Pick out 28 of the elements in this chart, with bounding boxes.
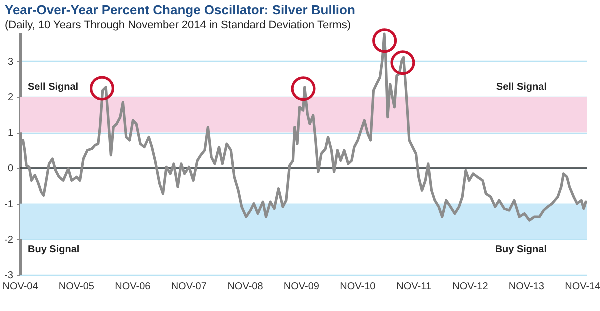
x-tick-label: NOV-13 — [508, 282, 545, 292]
y-tick-label: 1 — [8, 128, 14, 140]
x-tick-label: NOV-08 — [228, 282, 264, 292]
x-tick-label: NOV-06 — [115, 282, 152, 292]
text: Buy Signal — [495, 244, 547, 256]
point — [90, 76, 114, 101]
x-tick-label: NOV-09 — [284, 282, 320, 292]
y-tick-label: 2 — [8, 92, 14, 104]
point — [372, 28, 398, 54]
x-tick-label: NOV-12 — [452, 282, 489, 292]
chart-subtitle: (Daily, 10 Years Through November 2014 in Standard Deviation Terms) — [5, 20, 352, 32]
y-tick-label: -2 — [4, 234, 14, 246]
point — [291, 76, 316, 102]
band-label: Buy Signal — [28, 244, 80, 256]
x-tick-label: NOV-14 — [565, 282, 600, 292]
x-tick-label: NOV-11 — [396, 282, 432, 292]
y-tick-label: -3 — [4, 270, 14, 282]
y-tick-label: 3 — [8, 56, 14, 68]
point — [390, 50, 416, 76]
x-tick-label: NOV-10 — [340, 282, 376, 292]
y-tick-label: -1 — [4, 199, 14, 210]
x-tick-label: NOV-04 — [2, 282, 39, 292]
chart-title: Year-Over-Year Percent Change Oscillator: Silver Bullion — [5, 2, 356, 18]
x-tick-label: NOV-07 — [171, 282, 208, 292]
x-tick-label: NOV-05 — [58, 282, 95, 292]
y-tick-label: 0 — [8, 164, 14, 175]
band-label: Sell Signal — [28, 82, 79, 94]
text: Sell Signal — [496, 82, 547, 94]
